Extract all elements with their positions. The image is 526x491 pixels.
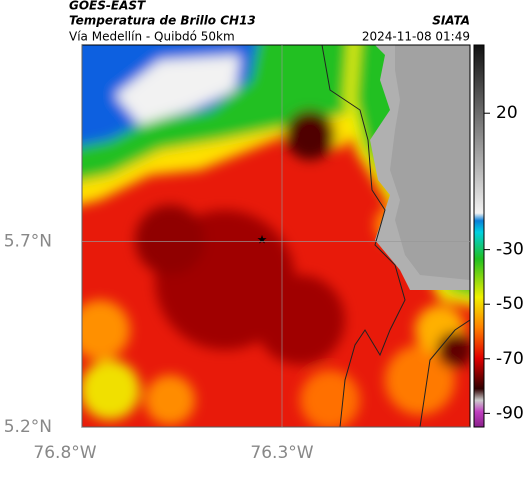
city-marker: ★ <box>257 233 268 247</box>
x-tick-label: 76.8°W <box>33 443 96 463</box>
y-tick-label: 5.7°N <box>4 232 52 252</box>
satellite: GOES-EAST <box>69 0 146 13</box>
colorbar <box>473 44 485 428</box>
colorbar-tick-label: -50 <box>496 294 524 314</box>
colorbar-tick-label: -70 <box>496 349 524 369</box>
colorbar-tick-label: -90 <box>496 403 524 423</box>
datetime: 2024-11-08 01:49 <box>362 30 470 44</box>
colorbar-tick-label: -30 <box>496 240 524 260</box>
route: Vía Medellín - Quibdó 50km <box>69 30 235 44</box>
x-tick-label: 76.3°W <box>250 443 313 463</box>
satellite-image: ★ <box>82 45 470 427</box>
source: SIATA <box>432 14 470 28</box>
product: Temperatura de Brillo CH13 <box>69 14 256 28</box>
colorbar-tick-label: 20 <box>496 103 518 123</box>
y-tick-label: 5.2°N <box>4 417 52 437</box>
